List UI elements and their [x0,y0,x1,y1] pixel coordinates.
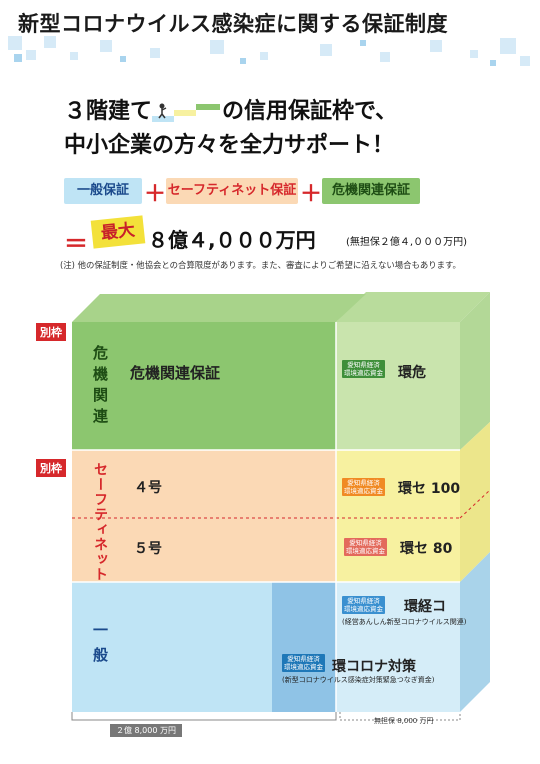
tag-safety-net: セーフティネット保証 [166,178,298,204]
bottom-left-amount: ２億 8,000 万円 [110,724,182,737]
separate-frame-tag-1: 別枠 [36,323,66,341]
tag-ippan: 一般保証 [64,178,142,204]
tier-label-ippan: 一般 [91,622,109,672]
equals-sign: ＝ [64,230,88,258]
headline-line1: ３階建て の信用保証枠で、 [64,93,397,125]
footnote: (注) 他の保証制度・他協会との合算限度があります。また、審査によりご希望に沿え… [60,260,461,270]
page-title: 新型コロナウイルス感染症に関する保証制度 [18,12,448,36]
badge-kancorona: 愛知県経済 環境適応資金 [282,654,325,672]
title-decoration [0,0,540,70]
kiki-main-label: 危機関連保証 [130,364,221,382]
product-kanse100: 環セ 100 [398,481,461,497]
tag-kiki: 危機関連保証 [322,178,420,204]
badge-kanse80: 愛知県経済 環境適応資金 [344,538,387,556]
tier-label-safety: セーフティネット [92,462,108,582]
plus-sign-2: ＋ [300,182,323,207]
product-kanki: 環危 [398,365,426,381]
badge-kankeiko: 愛知県経済 環境適応資金 [342,596,385,614]
safety-row-4: ４号 [134,480,162,496]
headline-line1-prefix: ３階建て [64,99,153,124]
badge-kanse100: 愛知県経済 環境適応資金 [342,478,385,496]
max-amount: ８億４,０００万円 [148,228,316,252]
max-badge: 最大 [90,215,146,249]
tier-label-kiki: 危機関連 [91,345,109,429]
plus-sign-1: ＋ [144,182,167,207]
headline-line2: 中小企業の方々を全力サポート！ [64,133,395,158]
product-kancorona: 環コロナ対策 [332,659,416,675]
product-kancorona-sub: (新型コロナウイルス感染症対策緊急つなぎ資金) [282,676,435,684]
building-steps-icon [152,100,222,124]
guarantee-tier-diagram [0,280,540,760]
product-kankeiko-sub: (経営あんしん新型コロナウイルス関連) [342,618,467,626]
separate-frame-tag-2: 別枠 [36,459,66,477]
headline-line1-suffix: の信用保証枠で、 [222,99,398,124]
product-kankeiko: 環経コ [404,599,446,615]
unsecured-amount: (無担保２億４,０００万円) [346,237,467,248]
product-kanse80: 環セ 80 [400,541,453,557]
bottom-right-amount: 無担保 8,000 万円 [374,717,434,725]
badge-kanki: 愛知県経済 環境適応資金 [342,360,385,378]
safety-row-5: ５号 [134,541,162,557]
